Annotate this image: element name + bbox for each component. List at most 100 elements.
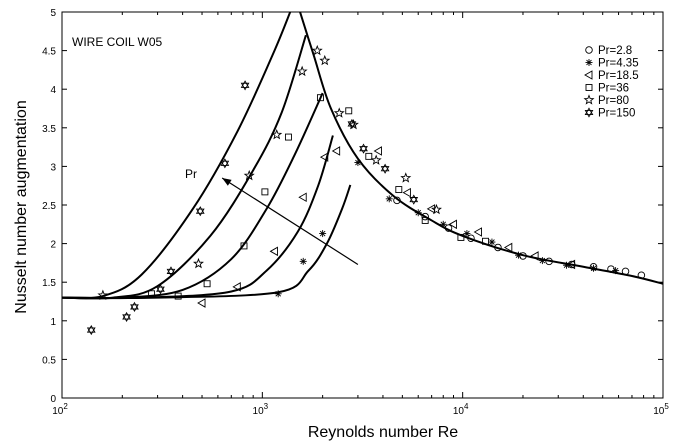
data-point — [86, 324, 96, 336]
marker-shape — [166, 268, 176, 277]
marker-shape — [311, 44, 323, 56]
data-point — [331, 146, 341, 156]
marker-shape — [365, 152, 373, 160]
marker-shape — [316, 94, 324, 102]
marker-shape — [464, 230, 470, 237]
y-tick-label: 1.5 — [42, 278, 56, 289]
legend-entry: Pr=80 — [598, 95, 629, 107]
data-point — [261, 188, 269, 196]
series-pr-80 — [97, 44, 442, 300]
data-point — [365, 152, 373, 160]
marker-shape — [409, 194, 419, 203]
marker-shape — [430, 203, 442, 215]
data-point — [545, 257, 553, 266]
y-tick-label: 4 — [50, 85, 56, 96]
data-point — [311, 44, 323, 56]
marker-shape — [359, 146, 368, 154]
marker-shape — [530, 251, 539, 261]
marker-shape — [612, 267, 619, 274]
marker-shape — [319, 54, 331, 66]
marker-shape — [380, 166, 390, 174]
marker-shape — [203, 280, 211, 288]
fit-curve — [62, 92, 324, 300]
marker-shape — [240, 82, 250, 91]
x-tick-label: 105 — [653, 402, 669, 417]
marker-shape — [584, 109, 594, 118]
marker-shape — [515, 252, 522, 258]
marker-shape — [148, 290, 156, 298]
marker-shape — [545, 257, 553, 266]
marker-shape — [539, 257, 546, 264]
y-tick-label: 3 — [50, 162, 56, 173]
marker-shape — [240, 80, 250, 88]
marker-shape — [86, 324, 96, 333]
marker-shape — [269, 246, 278, 257]
marker-shape — [232, 282, 241, 292]
marker-shape — [386, 196, 393, 202]
marker-shape — [440, 221, 447, 228]
marker-shape — [421, 212, 429, 221]
data-point — [530, 251, 539, 261]
data-point — [284, 133, 292, 141]
marker-shape — [566, 259, 576, 270]
legend-marker — [583, 94, 595, 105]
data-point — [590, 264, 598, 272]
legend-entry: Pr=4.35 — [598, 58, 639, 70]
data-point — [299, 257, 307, 265]
data-point — [444, 224, 453, 232]
marker-shape — [156, 286, 165, 295]
plot-frame — [61, 11, 664, 399]
fit-curve — [62, 12, 292, 300]
data-point — [347, 118, 357, 130]
marker-shape — [300, 258, 307, 265]
data-point — [373, 146, 382, 156]
data-point — [232, 282, 241, 292]
pr-arrow-line — [221, 177, 359, 265]
data-point — [166, 266, 176, 277]
legend-entry: Pr=2.8 — [598, 45, 632, 57]
y-tick-label: 5 — [50, 8, 56, 19]
data-point — [503, 242, 513, 253]
plot-clipped-group — [62, 12, 663, 336]
data-point — [380, 163, 390, 174]
marker-shape — [319, 230, 326, 237]
data-point — [637, 271, 646, 280]
marker-shape — [395, 186, 403, 194]
legend-marker — [584, 107, 594, 118]
data-point — [426, 204, 436, 214]
marker-shape — [494, 243, 502, 252]
marker-shape — [585, 84, 593, 91]
marker-shape — [584, 107, 594, 116]
data-point — [345, 107, 353, 115]
data-point — [488, 238, 496, 246]
marker-shape — [197, 298, 206, 308]
data-point — [240, 242, 248, 250]
legend-marker — [585, 84, 593, 91]
marker-shape — [275, 290, 281, 297]
data-point — [333, 107, 345, 118]
data-point — [156, 284, 165, 295]
marker-shape — [426, 204, 436, 214]
pr-arrow-head — [222, 177, 232, 186]
data-point — [243, 169, 255, 181]
data-point — [319, 54, 331, 66]
x-tick-base: 10 — [253, 406, 265, 417]
data-point — [482, 237, 489, 245]
data-point — [566, 259, 576, 270]
marker-shape — [503, 242, 513, 253]
marker-shape — [380, 163, 390, 172]
data-point — [457, 233, 465, 241]
marker-shape — [243, 169, 255, 181]
marker-shape — [284, 133, 292, 141]
x-tick-exponent: 3 — [264, 402, 269, 411]
marker-shape — [331, 146, 341, 156]
data-point — [203, 280, 211, 288]
series-pr-150 — [86, 80, 419, 336]
data-point — [316, 94, 324, 102]
data-point — [409, 194, 419, 205]
x-axis-title: Reynolds number Re — [308, 424, 458, 441]
y-tick-label: 2 — [50, 240, 56, 251]
data-point — [463, 230, 471, 238]
data-point — [515, 251, 523, 259]
x-tick-base: 10 — [653, 406, 665, 417]
